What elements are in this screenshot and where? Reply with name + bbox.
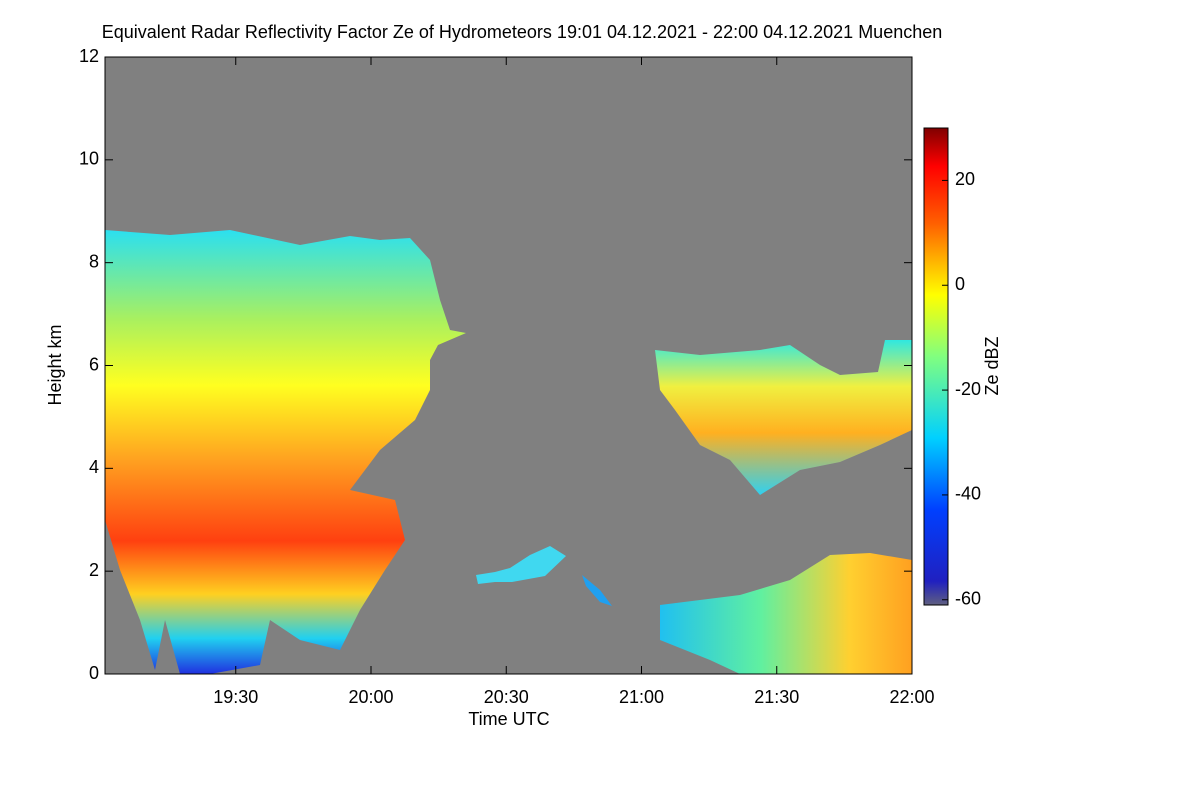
colorbar-tick-label: -20 [955,379,981,399]
x-tick-label: 19:30 [213,687,258,707]
y-axis-label: Height km [45,324,65,405]
chart-title: Equivalent Radar Reflectivity Factor Ze … [102,22,943,42]
y-tick-label: 6 [89,354,99,374]
echo-region [655,340,912,495]
echo-region [105,230,466,674]
y-tick-label: 8 [89,251,99,271]
echo-region [476,546,566,584]
y-tick-label: 10 [79,149,99,169]
x-axis-label: Time UTC [468,709,549,729]
y-tick-label: 2 [89,560,99,580]
echo-region [582,575,612,606]
x-tick-label: 22:00 [889,687,934,707]
colorbar [923,127,949,606]
x-tick-label: 21:30 [754,687,799,707]
x-tick-label: 21:00 [619,687,664,707]
x-tick-label: 20:00 [348,687,393,707]
colorbar-tick-label: -60 [955,589,981,609]
y-tick-label: 4 [89,457,99,477]
echo-region [660,553,912,674]
colorbar-label: Ze dBZ [982,336,1002,395]
y-tick-label: 12 [79,46,99,66]
colorbar-tick-label: -40 [955,484,981,504]
colorbar-tick-label: 20 [955,169,975,189]
colorbar-tick-label: 0 [955,274,965,294]
y-tick-label: 0 [89,663,99,683]
x-tick-label: 20:30 [484,687,529,707]
